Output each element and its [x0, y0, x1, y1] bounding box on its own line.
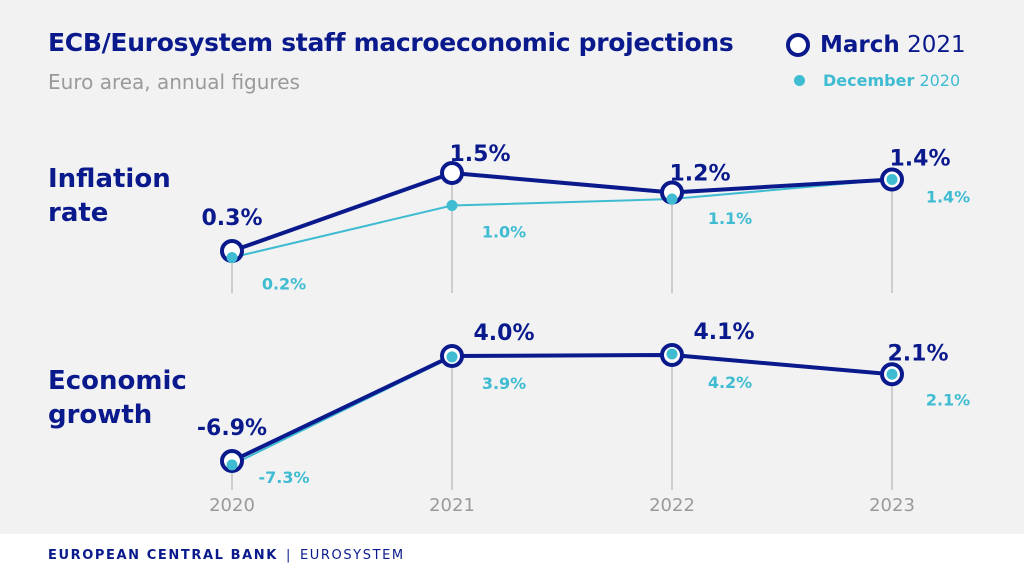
x-tick-label-2022: 2022 [649, 495, 695, 516]
ring-marker-icon [786, 33, 810, 57]
dot-marker-icon [794, 75, 805, 86]
growth-december-point-2022 [666, 348, 678, 360]
growth-december-point-2021 [446, 351, 458, 363]
row-label-growth: Economic growth [48, 364, 187, 432]
footer-separator: | [285, 548, 292, 563]
projections-chart: 0.3% 1.5% 1.2% 1.4% 0.2% 1.0% 1.1% 1.4% -6.9% 4.0… [197, 142, 970, 516]
inflation-december-point-2022 [666, 193, 678, 205]
inflation-december-label-2021: 1.0% [482, 223, 526, 242]
legend-december-year: 2020 [919, 71, 961, 90]
footer-bar: EUROPEAN CENTRAL BANK | EUROSYSTEM [0, 534, 1024, 576]
growth-december-label-2022: 4.2% [708, 373, 752, 392]
growth-december-point-2020 [226, 459, 238, 471]
legend-march-label: March 2021 [820, 32, 966, 58]
legend-december: December 2020 [794, 71, 960, 90]
inflation-december-point-2020 [226, 252, 238, 263]
x-tick-label-2020: 2020 [209, 495, 255, 516]
growth-december-label-2020: -7.3% [258, 468, 309, 487]
legend-march-year: 2021 [907, 32, 966, 58]
footer-system-name: EUROSYSTEM [299, 548, 405, 563]
row-label-growth-line1: Economic [48, 366, 187, 396]
x-tick-label-2023: 2023 [869, 495, 915, 516]
x-tick-label-2021: 2021 [429, 495, 475, 516]
growth-december-label-2023: 2.1% [926, 390, 970, 409]
growth-march-label-2022: 4.1% [693, 320, 754, 345]
chart-title: ECB/Eurosystem staff macroeconomic proje… [48, 28, 734, 57]
growth-december-point-2023 [886, 368, 898, 380]
footer-text: EUROPEAN CENTRAL BANK | EUROSYSTEM [48, 548, 405, 563]
growth-december-line [231, 353, 893, 466]
row-label-inflation: Inflation rate [48, 162, 171, 230]
growth-december-label-2021: 3.9% [482, 374, 526, 393]
inflation-december-label-2020: 0.2% [262, 275, 306, 294]
growth-march-line [231, 353, 893, 463]
inflation-march-label-2021: 1.5% [449, 142, 510, 167]
inflation-march-label-2023: 1.4% [889, 147, 950, 172]
growth-march-label-2020: -6.9% [197, 416, 267, 441]
inflation-december-label-2023: 1.4% [926, 188, 970, 207]
footer-bank-name: EUROPEAN CENTRAL BANK [48, 548, 278, 563]
legend-december-label: December 2020 [823, 71, 960, 90]
growth-march-label-2021: 4.0% [473, 321, 534, 346]
row-label-inflation-line2: rate [48, 198, 109, 228]
inflation-march-label-2022: 1.2% [669, 162, 730, 187]
inflation-december-line [231, 178, 893, 259]
row-label-growth-line2: growth [48, 400, 153, 430]
legend-march-month: March [820, 32, 900, 58]
inflation-march-line [231, 171, 893, 253]
inflation-march-label-2020: 0.3% [201, 206, 262, 231]
inflation-march-point-2021 [440, 161, 464, 185]
inflation-december-point-2021 [446, 200, 458, 211]
inflation-december-point-2023 [886, 174, 898, 185]
legend-march: March 2021 [786, 32, 966, 58]
growth-march-label-2023: 2.1% [887, 341, 948, 366]
legend-december-month: December [823, 71, 915, 90]
inflation-december-label-2022: 1.1% [708, 209, 752, 228]
chart-subtitle: Euro area, annual figures [48, 70, 300, 94]
row-label-inflation-line1: Inflation [48, 164, 171, 194]
